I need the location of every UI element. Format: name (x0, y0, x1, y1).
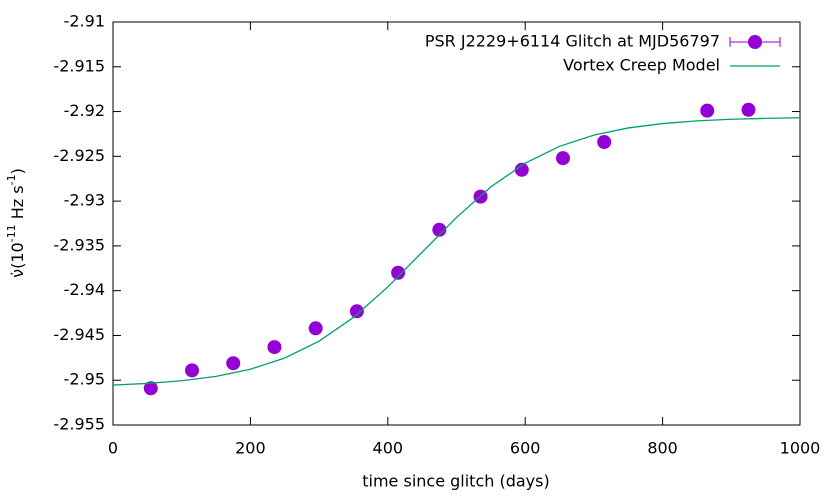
x-tick-label: 800 (647, 439, 678, 458)
data-point (597, 135, 612, 150)
x-tick-label: 200 (235, 439, 266, 458)
y-tick-label: -2.93 (64, 191, 105, 210)
y-tick-label: -2.94 (64, 280, 105, 299)
y-tick-label: -2.95 (64, 370, 105, 389)
y-tick-label: -2.945 (53, 325, 105, 344)
y-tick-label: -2.935 (53, 235, 105, 254)
plot-frame (112, 21, 801, 426)
x-tick-label: 0 (108, 439, 118, 458)
data-point (185, 363, 200, 378)
y-tick-label: -2.955 (53, 415, 105, 434)
data-point (226, 356, 241, 371)
data-point (143, 381, 158, 396)
data-point (349, 304, 364, 319)
x-axis-label: time since glitch (days) (362, 472, 549, 491)
y-tick-label: -2.915 (53, 56, 105, 75)
legend-symbol (748, 35, 762, 49)
x-tick-label: 400 (373, 439, 404, 458)
y-axis-label: ν̇(10-11 Hz s-1) (5, 168, 27, 278)
y-tick-label: -2.92 (64, 101, 105, 120)
y-tick-label: -2.91 (64, 12, 105, 31)
y-tick-label: -2.925 (53, 146, 105, 165)
data-point (308, 321, 323, 336)
x-tick-label: 1000 (780, 439, 821, 458)
x-tick-label: 600 (510, 439, 541, 458)
data-point (514, 162, 529, 177)
data-point (267, 340, 282, 355)
data-point (391, 265, 406, 280)
model-curve (112, 117, 801, 386)
data-point (555, 151, 570, 166)
legend-label: Vortex Creep Model (563, 56, 720, 75)
legend-label: PSR J2229+6114 Glitch at MJD56797 (425, 32, 720, 51)
data-point (432, 222, 447, 237)
data-point (700, 103, 715, 118)
data-point (741, 102, 756, 117)
